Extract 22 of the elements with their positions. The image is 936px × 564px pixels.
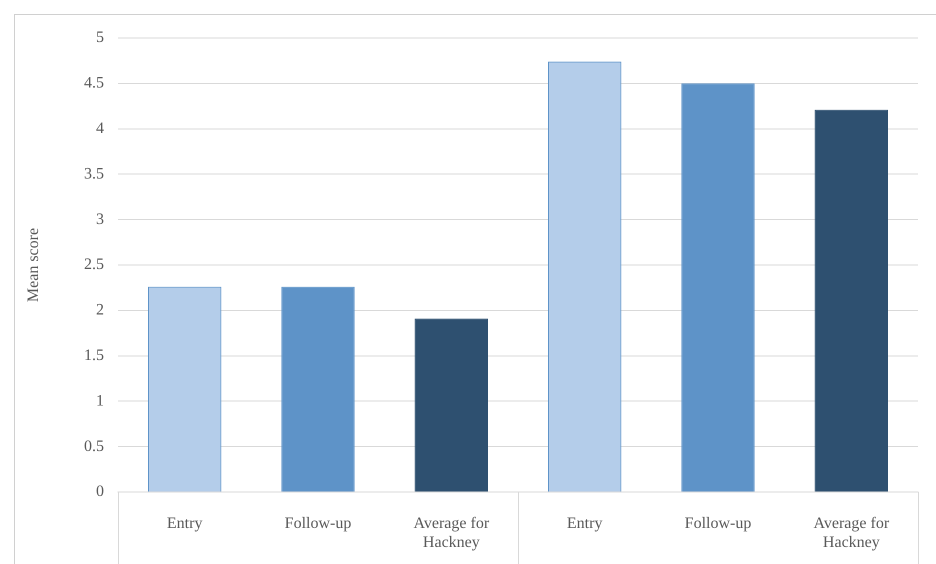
y-tick-label: 1.5 <box>84 347 104 364</box>
y-tick-label: 5 <box>96 29 104 46</box>
x-tick-label: Average for Hackney <box>814 514 890 552</box>
bar <box>681 83 755 492</box>
bar <box>414 318 488 492</box>
x-tick-label: Entry <box>566 514 602 532</box>
y-tick-label: 0.5 <box>84 438 104 455</box>
x-tick-label: Average for Hackney <box>414 514 490 552</box>
y-tick-label: 4.5 <box>84 74 104 92</box>
x-tick-label: Follow-up <box>684 514 752 532</box>
x-tick-label: Entry <box>166 514 202 532</box>
y-tick-label: 0 <box>96 483 104 500</box>
y-tick-label: 4 <box>96 120 104 138</box>
y-tick-label: 1 <box>96 392 104 410</box>
y-tick-label: 2 <box>96 302 104 319</box>
bar <box>281 286 355 492</box>
y-axis-title: Mean score <box>24 228 42 302</box>
y-tick-label: 3 <box>96 210 104 228</box>
y-tick-label: 3.5 <box>84 165 104 182</box>
x-tick-label: Follow-up <box>284 514 352 532</box>
y-tick-label: 2.5 <box>84 256 104 274</box>
bar <box>814 110 888 492</box>
